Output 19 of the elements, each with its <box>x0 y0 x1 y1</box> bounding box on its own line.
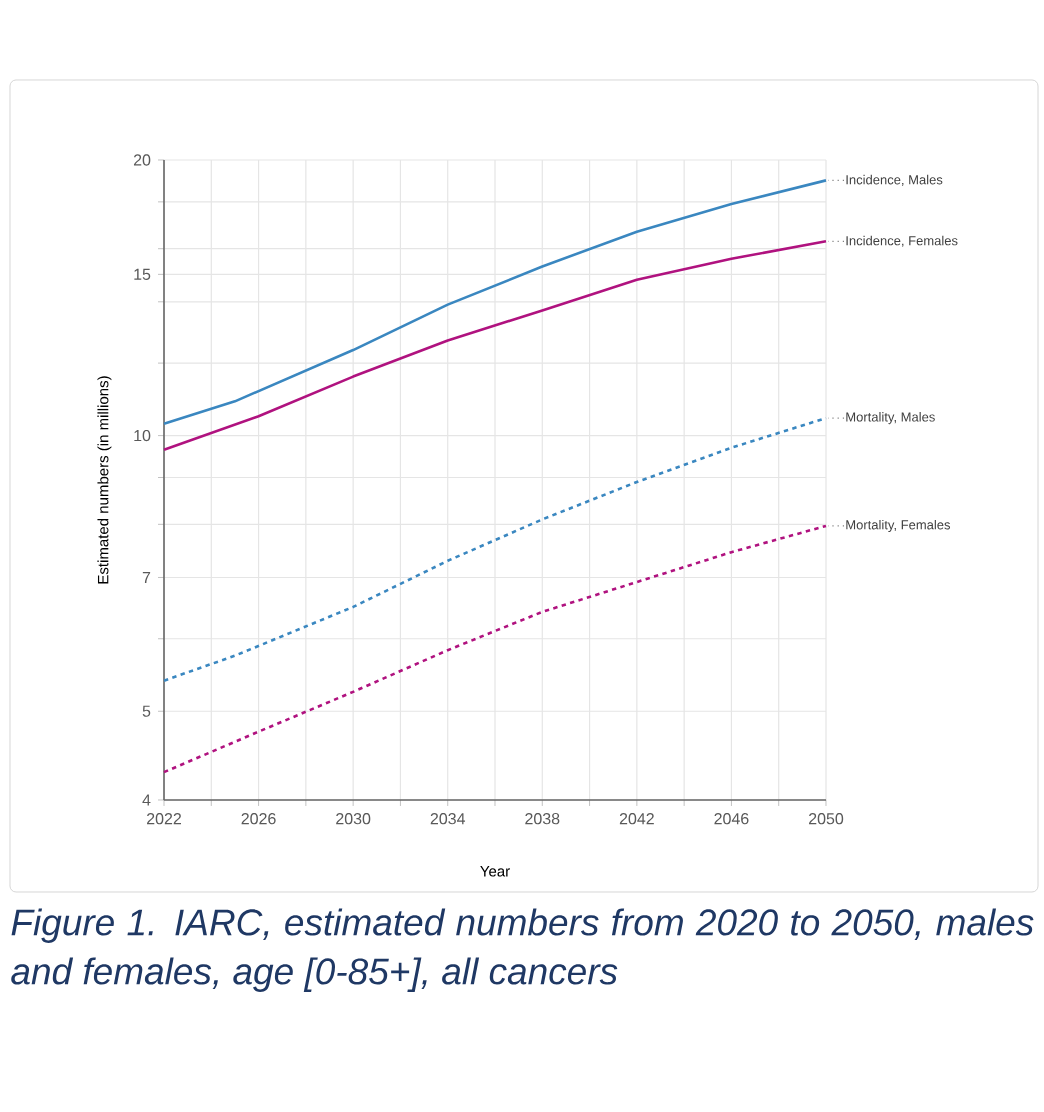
x-tick-label: 2050 <box>809 813 844 825</box>
line-series <box>162 524 828 774</box>
y-tick-label: 10 <box>134 429 151 442</box>
x-tick-label: 2030 <box>336 813 371 825</box>
line-series <box>162 179 828 426</box>
x-tick-label: 2034 <box>430 813 466 825</box>
y-tick-label: 15 <box>134 268 151 280</box>
y-tick-label: 4 <box>142 794 151 806</box>
caption: Figure 1. IARC, estimated numbers from 2020 to 2050, males and females, age [0-85+], all cancers <box>11 908 1034 992</box>
x-tick-label: 2038 <box>525 813 560 825</box>
y-tick-label: 20 <box>133 154 151 166</box>
x-tick-label: 2042 <box>619 813 654 825</box>
line-series <box>162 416 828 682</box>
y-tick-label: 7 <box>142 571 151 583</box>
x-tick-label: 2046 <box>714 813 749 825</box>
x-tick-label: 2026 <box>241 813 276 825</box>
x-tick-label: 2022 <box>147 813 181 825</box>
line-series <box>162 240 828 452</box>
y-tick-label: 5 <box>142 705 151 717</box>
